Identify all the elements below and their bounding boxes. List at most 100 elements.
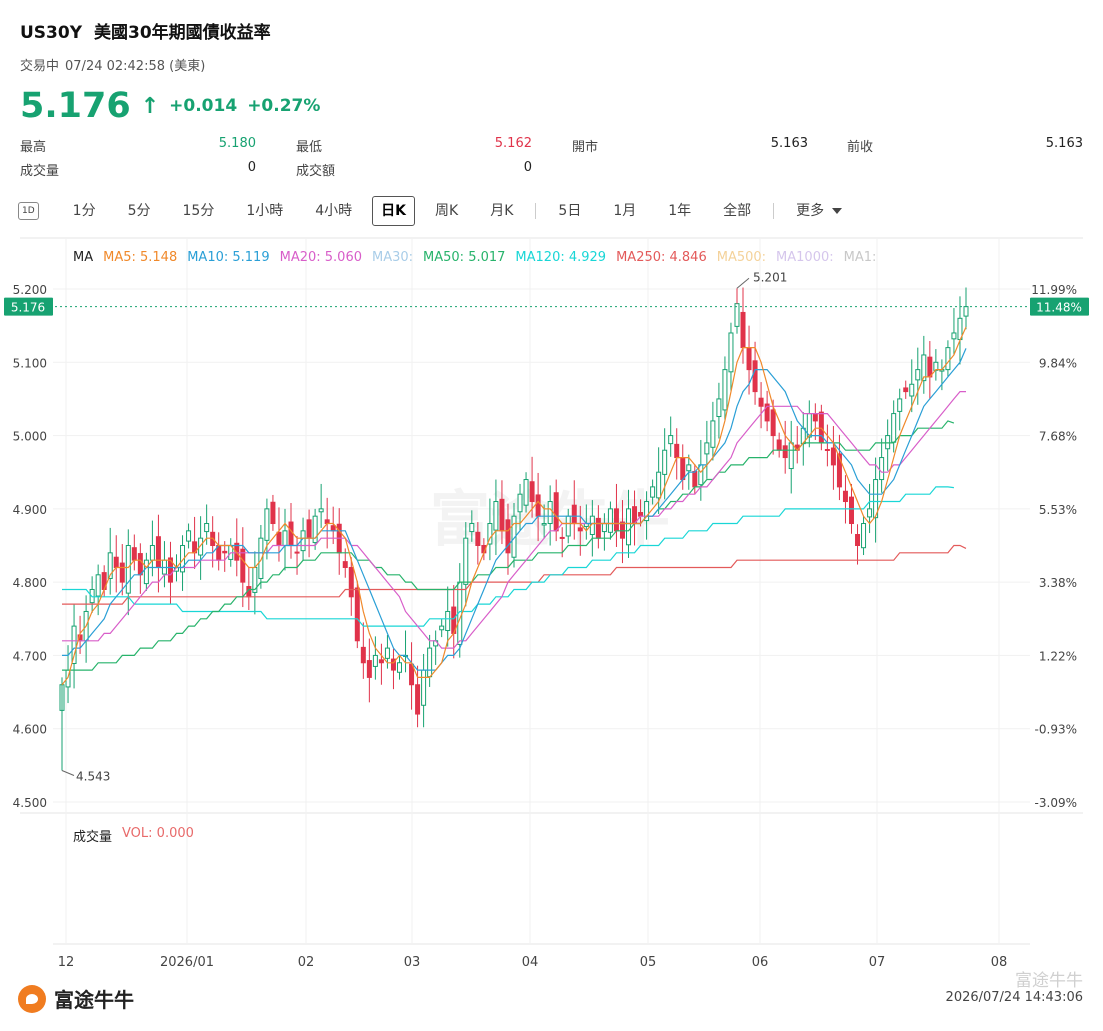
candle-body [559,536,565,539]
candle-body [764,403,770,422]
candle-body [577,527,583,532]
candle-body [818,411,824,444]
candle-body [493,501,499,531]
y-tick-label: 5.000 [13,430,47,444]
tab-5min[interactable]: 5分 [127,203,151,219]
tab-1min[interactable]: 1分 [72,203,96,219]
current-price-tag-label: 5.176 [11,301,45,315]
x-tick-label: 08 [991,955,1008,970]
ma-legend-item[interactable]: MA20: 5.060 [279,250,362,265]
candle-body [836,453,842,488]
candle-body [186,530,192,542]
candle-body [421,669,427,706]
candle-body [553,492,559,532]
candle-body [318,508,324,513]
candle-body [776,439,782,451]
candle-body [710,420,716,448]
candle-body [204,523,210,533]
up-arrow-icon: ↑ [140,93,160,119]
candle-body [740,311,746,349]
candle-body [415,684,421,715]
candle-body [372,654,378,667]
brand-logo: 富途牛牛 [18,984,134,1013]
candle-body [716,398,722,418]
tab-weekly[interactable]: 周K [435,203,459,219]
quote-time: 07/24 02:42:58 (美東) [65,59,206,74]
candle-body [848,496,854,525]
candle-body [547,501,553,525]
candle-body [644,501,650,522]
ma5-line [61,326,967,686]
candle-body [469,523,475,533]
ma-legend-item[interactable]: MA120: 4.929 [515,250,607,265]
candle-body [680,457,686,481]
y-tick-label-pct: 9.84% [1039,356,1077,370]
tab-1month[interactable]: 1月 [613,203,637,219]
tab-daily[interactable]: 日K [372,196,416,226]
prev-close-value: 5.163 [1045,136,1083,151]
candle-body [198,537,204,556]
instrument-name: 美國30年期國債收益率 [94,23,271,43]
ma-legend-item[interactable]: MA500: [716,250,767,265]
candle-body [378,659,384,664]
volume-legend: 成交量 VOL: 0.000 [73,826,194,845]
ma-legend-title: MA [73,250,94,265]
price-change: +0.014 [169,96,238,116]
volume-legend-title: 成交量 [73,830,113,845]
candle-body [650,486,656,498]
candle-body [505,519,511,554]
more-button[interactable]: 更多 [784,197,854,225]
brand-name: 富途牛牛 [54,988,134,1012]
divider [535,203,537,219]
ma-legend-item[interactable]: MA250: 4.846 [616,250,707,265]
candle-body [330,525,336,532]
candle-body [384,647,390,659]
ma-legend-item[interactable]: MA1000: [776,250,834,265]
ma-legend-item[interactable]: MA10: 5.119 [187,250,270,265]
candle-body [107,552,113,579]
futu-logo-icon [18,984,46,1013]
tab-4hour[interactable]: 4小時 [315,203,353,219]
ma-legend-item[interactable]: MA50: 5.017 [423,250,506,265]
candle-body [873,479,879,519]
candle-body [867,508,873,518]
y-tick-label-pct: -3.09% [1035,796,1077,810]
candle-body [143,559,149,585]
open-value: 5.163 [770,136,808,151]
y-tick-label: 4.500 [13,796,47,810]
candle-body [782,445,788,459]
candle-body [770,409,776,437]
candle-body [686,464,692,472]
chart-type-icon[interactable]: 1D [18,202,39,220]
candle-body [354,587,360,642]
candle-body [541,523,547,526]
price-row: 5.176 ↑ +0.014 +0.27% [20,86,320,126]
candle-body [927,356,933,378]
ma-legend-item[interactable]: MA30: [372,250,414,265]
tab-monthly[interactable]: 月K [490,203,514,219]
candle-body [571,504,577,525]
candle-body [885,435,891,450]
tab-1year[interactable]: 1年 [668,203,692,219]
candle-body [427,647,433,678]
tab-15min[interactable]: 15分 [182,203,215,219]
tab-5day[interactable]: 5日 [558,203,582,219]
candle-body [487,523,493,545]
candle-body [758,397,764,407]
tab-1hour[interactable]: 1小時 [246,203,284,219]
candle-body [282,530,288,546]
candle-body [445,610,451,632]
candle-body [312,515,318,544]
ma-legend-item[interactable]: MA5: 5.148 [103,250,178,265]
chevron-down-icon [832,208,843,214]
ma-legend-item[interactable]: MA1: [843,250,877,265]
y-tick-label-pct: 11.99% [1031,283,1077,297]
candle-body [306,519,312,539]
open-label: 開市 [572,140,599,155]
candle-body [842,490,848,503]
candle-body [674,443,680,459]
divider [773,203,775,219]
high-label: 最高 [20,140,47,155]
tab-all[interactable]: 全部 [723,203,752,219]
